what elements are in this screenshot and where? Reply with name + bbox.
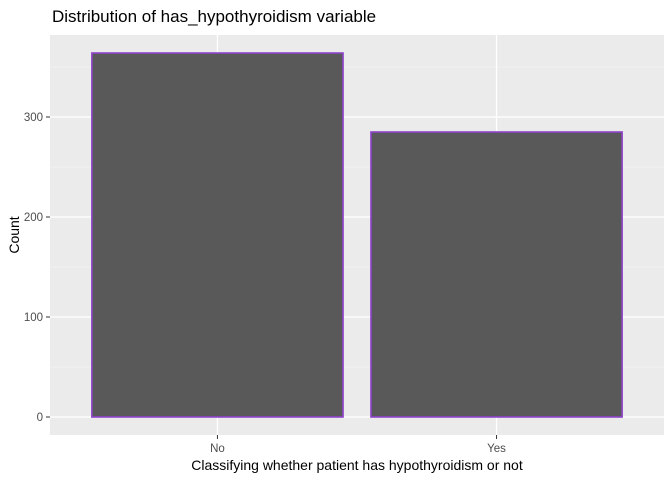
x-axis-title: Classifying whether patient has hypothyr… <box>191 457 523 473</box>
y-tick-label: 100 <box>24 312 43 324</box>
x-tick-label: Yes <box>487 443 506 455</box>
x-tick-label: No <box>210 443 225 455</box>
x-axis-ticks: No Yes <box>210 435 506 455</box>
y-axis-title: Count <box>6 216 22 253</box>
y-tick-label: 0 <box>37 412 43 424</box>
bars <box>91 52 623 418</box>
chart-title: Distribution of has_hypothyroidism varia… <box>52 7 376 26</box>
bar-no <box>91 52 344 418</box>
y-axis-ticks: 0 100 200 300 <box>24 112 50 424</box>
y-tick-label: 200 <box>24 212 43 224</box>
bar-yes <box>370 131 623 418</box>
y-tick-label: 300 <box>24 112 43 124</box>
